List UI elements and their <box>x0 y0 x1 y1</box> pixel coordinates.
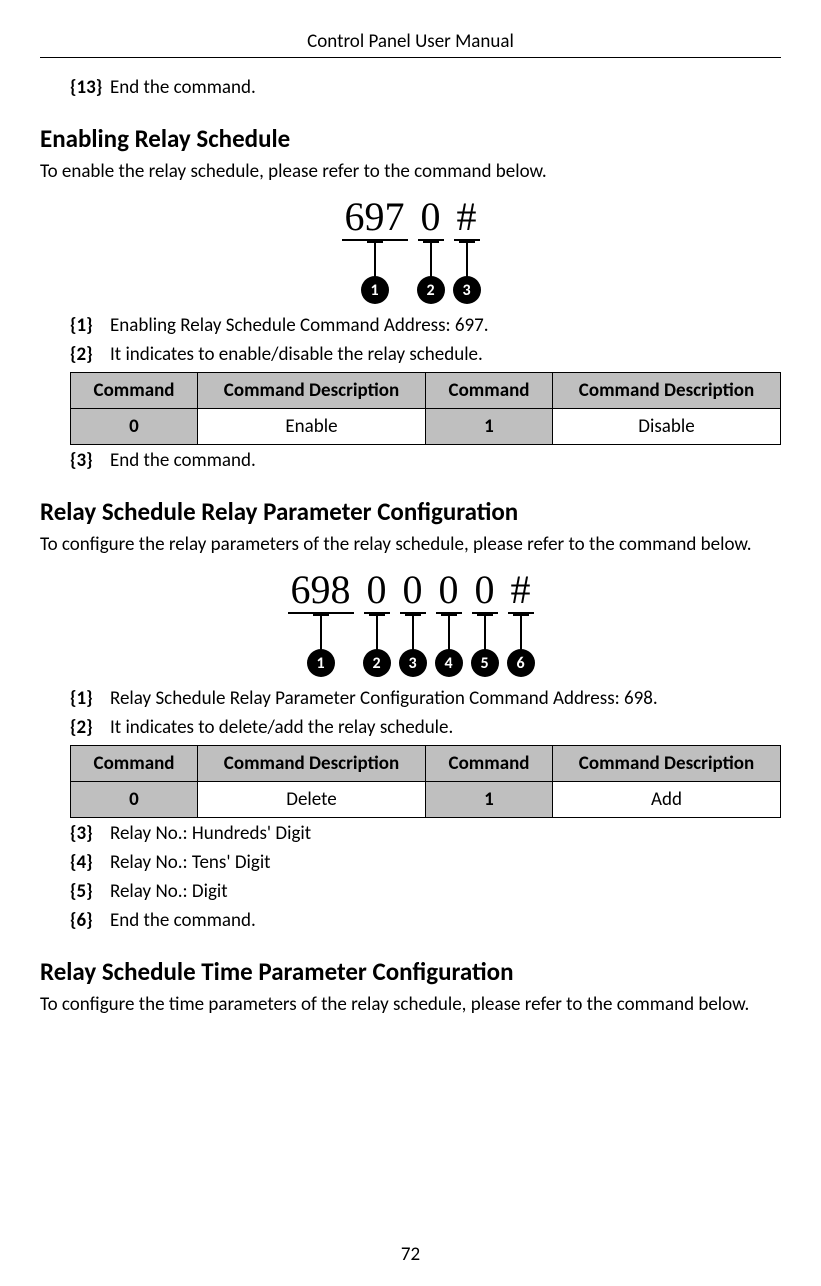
table-header: Command <box>426 373 553 409</box>
diagram-stem <box>520 616 522 650</box>
table-cell-cmd: 0 <box>71 409 198 445</box>
diagram-stem <box>374 243 376 277</box>
diagram-badge: 4 <box>435 649 463 677</box>
page-header-title: Control Panel User Manual <box>40 30 781 58</box>
table-header: Command Description <box>553 373 781 409</box>
table-row: 0 Enable 1 Disable <box>71 409 781 445</box>
section1-item-3: {3} End the command. <box>70 449 781 472</box>
table-cell-cmd: 1 <box>426 782 553 818</box>
section1-item-1: {1} Enabling Relay Schedule Command Addr… <box>70 314 781 337</box>
table-header: Command <box>426 746 553 782</box>
diagram-text: 0 <box>418 197 444 241</box>
section2-item-3: {3} Relay No.: Hundreds' Digit <box>70 822 781 845</box>
item-key: {3} <box>70 449 110 472</box>
diagram-part-1: 697 1 <box>337 197 413 304</box>
diagram-text: 0 <box>472 570 498 614</box>
section3-heading: Relay Schedule Time Parameter Configurat… <box>40 956 781 987</box>
section3-intro: To configure the time parameters of the … <box>40 993 781 1016</box>
diagram-part-4: 0 4 <box>431 570 467 677</box>
item-key: {6} <box>70 909 110 932</box>
item-key: {3} <box>70 822 110 845</box>
item-text: End the command. <box>110 909 781 932</box>
item-text: End the command. <box>110 76 781 99</box>
section1-intro: To enable the relay schedule, please ref… <box>40 160 781 183</box>
diagram-badge: 2 <box>417 276 445 304</box>
section2-item-1: {1} Relay Schedule Relay Parameter Confi… <box>70 687 781 710</box>
top-item-13: {13} End the command. <box>70 76 781 99</box>
diagram-part-6: # 6 <box>503 570 539 677</box>
table-row: 0 Delete 1 Add <box>71 782 781 818</box>
diagram-stem <box>376 616 378 650</box>
table-cell-cmd: 0 <box>71 782 198 818</box>
item-key: {2} <box>70 716 110 739</box>
item-text: Relay No.: Tens' Digit <box>110 851 781 874</box>
table-cell-desc: Disable <box>553 409 781 445</box>
item-text: Relay No.: Digit <box>110 880 781 903</box>
diagram-part-2: 0 2 <box>359 570 395 677</box>
item-text: Relay No.: Hundreds' Digit <box>110 822 781 845</box>
diagram-stem <box>448 616 450 650</box>
table-header: Command Description <box>198 373 426 409</box>
table-header: Command <box>71 373 198 409</box>
diagram-stem <box>484 616 486 650</box>
section2-item-4: {4} Relay No.: Tens' Digit <box>70 851 781 874</box>
table-header-row: Command Command Description Command Comm… <box>71 373 781 409</box>
diagram-part-1: 698 1 <box>283 570 359 677</box>
diagram-badge: 3 <box>399 649 427 677</box>
section2-item-6: {6} End the command. <box>70 909 781 932</box>
diagram-part-3: 0 3 <box>395 570 431 677</box>
section2-heading: Relay Schedule Relay Parameter Configura… <box>40 496 781 527</box>
item-text: End the command. <box>110 449 781 472</box>
item-key: {1} <box>70 687 110 710</box>
item-text: Relay Schedule Relay Parameter Configura… <box>110 687 781 710</box>
table-header: Command Description <box>198 746 426 782</box>
table-header-row: Command Command Description Command Comm… <box>71 746 781 782</box>
diagram-text: 698 <box>288 570 354 614</box>
section2-diagram: 698 1 0 2 0 3 0 4 0 5 <box>40 570 781 677</box>
item-text: Enabling Relay Schedule Command Address:… <box>110 314 781 337</box>
table-header: Command Description <box>553 746 781 782</box>
diagram-text: 0 <box>364 570 390 614</box>
diagram-part-2: 0 2 <box>413 197 449 304</box>
section1-item-2: {2} It indicates to enable/disable the r… <box>70 343 781 366</box>
section2-item-5: {5} Relay No.: Digit <box>70 880 781 903</box>
section1-heading: Enabling Relay Schedule <box>40 123 781 154</box>
diagram-badge: 1 <box>361 276 389 304</box>
diagram-badge: 5 <box>471 649 499 677</box>
item-key: {2} <box>70 343 110 366</box>
diagram-text: 0 <box>436 570 462 614</box>
diagram-text: 697 <box>342 197 408 241</box>
table-header: Command <box>71 746 198 782</box>
item-key: {13} <box>70 76 110 99</box>
diagram-stem <box>320 616 322 650</box>
table-cell-desc: Add <box>553 782 781 818</box>
item-key: {5} <box>70 880 110 903</box>
section1-diagram: 697 1 0 2 # 3 <box>40 197 781 304</box>
diagram-badge: 3 <box>453 276 481 304</box>
item-text: It indicates to enable/disable the relay… <box>110 343 781 366</box>
table-cell-cmd: 1 <box>426 409 553 445</box>
diagram-text: # <box>454 197 480 241</box>
item-key: {4} <box>70 851 110 874</box>
section2-item-2: {2} It indicates to delete/add the relay… <box>70 716 781 739</box>
item-text: It indicates to delete/add the relay sch… <box>110 716 781 739</box>
diagram-text: # <box>508 570 534 614</box>
table-cell-desc: Delete <box>198 782 426 818</box>
item-key: {1} <box>70 314 110 337</box>
section2-table: Command Command Description Command Comm… <box>70 745 781 818</box>
page-number: 72 <box>0 1243 821 1266</box>
diagram-text: 0 <box>400 570 426 614</box>
diagram-badge: 2 <box>363 649 391 677</box>
diagram-stem <box>466 243 468 277</box>
table-cell-desc: Enable <box>198 409 426 445</box>
diagram-badge: 1 <box>307 649 335 677</box>
diagram-stem <box>430 243 432 277</box>
diagram-badge: 6 <box>507 649 535 677</box>
section1-table: Command Command Description Command Comm… <box>70 372 781 445</box>
diagram-stem <box>412 616 414 650</box>
diagram-part-3: # 3 <box>449 197 485 304</box>
section2-intro: To configure the relay parameters of the… <box>40 533 781 556</box>
diagram-part-5: 0 5 <box>467 570 503 677</box>
